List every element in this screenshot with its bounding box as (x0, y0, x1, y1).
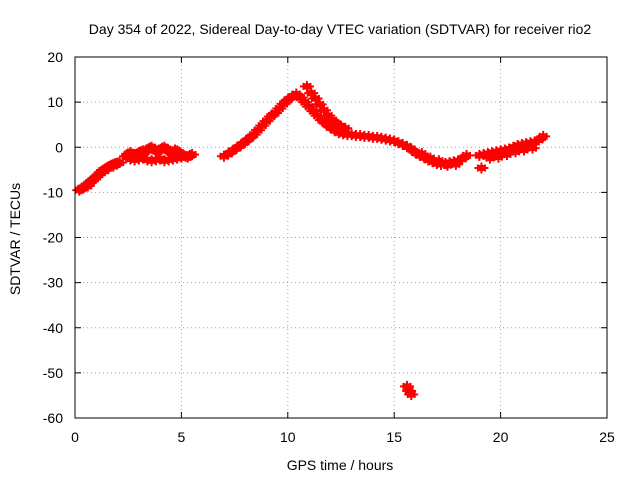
data-point (89, 171, 104, 183)
data-points (72, 80, 551, 401)
data-point (414, 148, 429, 160)
data-point (474, 162, 489, 174)
y-tick-label: -10 (43, 184, 63, 200)
data-point (448, 158, 463, 170)
x-tick-label: 15 (386, 429, 402, 445)
y-axis-label: SDTVAR / TECUs (7, 183, 23, 295)
data-point (106, 160, 121, 172)
axis-ticks: 0 5 10 15 20 25 -60 -50 -40 -30 -20 -10 0 10 20 (43, 49, 615, 445)
data-point (536, 130, 551, 142)
data-point (525, 142, 540, 154)
data-point (517, 144, 532, 156)
data-point (80, 180, 95, 192)
data-point (404, 389, 419, 401)
y-tick-label: -30 (43, 275, 63, 291)
data-point (185, 148, 200, 160)
x-tick-label: 25 (599, 429, 615, 445)
plot-frame (74, 56, 608, 419)
data-point (299, 80, 314, 92)
y-tick-label: -20 (43, 230, 63, 246)
y-tick-label: 0 (55, 139, 63, 155)
y-tick-label: 10 (47, 94, 63, 110)
data-point (431, 155, 446, 167)
y-tick-label: -60 (43, 410, 63, 426)
x-tick-label: 5 (178, 429, 186, 445)
data-point (338, 122, 353, 134)
data-point (459, 149, 474, 161)
y-tick-label: -50 (43, 365, 63, 381)
grid-lines (75, 57, 607, 418)
y-tick-label: -40 (43, 320, 63, 336)
y-tick-label: 20 (47, 49, 63, 65)
x-tick-label: 20 (493, 429, 509, 445)
chart-title: Day 354 of 2022, Sidereal Day-to-day VTE… (89, 21, 592, 37)
x-tick-label: 10 (280, 429, 296, 445)
x-axis-label: GPS time / hours (287, 457, 394, 473)
data-point (174, 151, 189, 163)
x-tick-label: 0 (71, 429, 79, 445)
data-point (97, 165, 112, 177)
